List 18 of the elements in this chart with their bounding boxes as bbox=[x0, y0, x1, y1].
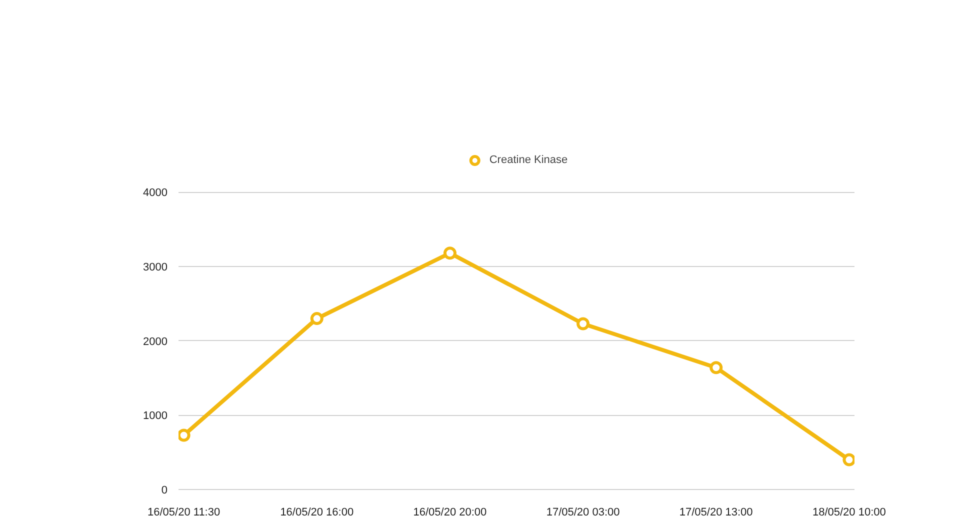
point bbox=[178, 428, 190, 442]
point bbox=[310, 312, 324, 326]
x-tick-label: 16/05/20 11:30 bbox=[148, 506, 220, 518]
point bbox=[576, 317, 590, 330]
x-tick-label: 18/05/20 10:00 bbox=[812, 506, 886, 518]
y-tick-label: 0 bbox=[161, 484, 168, 497]
y-tick-label: 2000 bbox=[143, 336, 168, 348]
y-tick-label: 1000 bbox=[143, 410, 168, 422]
x-tick-label: 17/05/20 03:00 bbox=[546, 506, 620, 518]
y-tick-label: 4000 bbox=[143, 187, 168, 200]
y-tick-label: 3000 bbox=[143, 261, 168, 274]
point bbox=[443, 246, 456, 260]
point bbox=[710, 361, 723, 374]
point bbox=[842, 453, 854, 466]
x-tick-label: 16/05/20 16:00 bbox=[280, 506, 354, 518]
x-tick-label: 17/05/20 13:00 bbox=[679, 506, 753, 518]
x-tick-label: 16/05/20 20:00 bbox=[413, 506, 487, 518]
legend-label: Creatine Kinase bbox=[489, 154, 568, 166]
